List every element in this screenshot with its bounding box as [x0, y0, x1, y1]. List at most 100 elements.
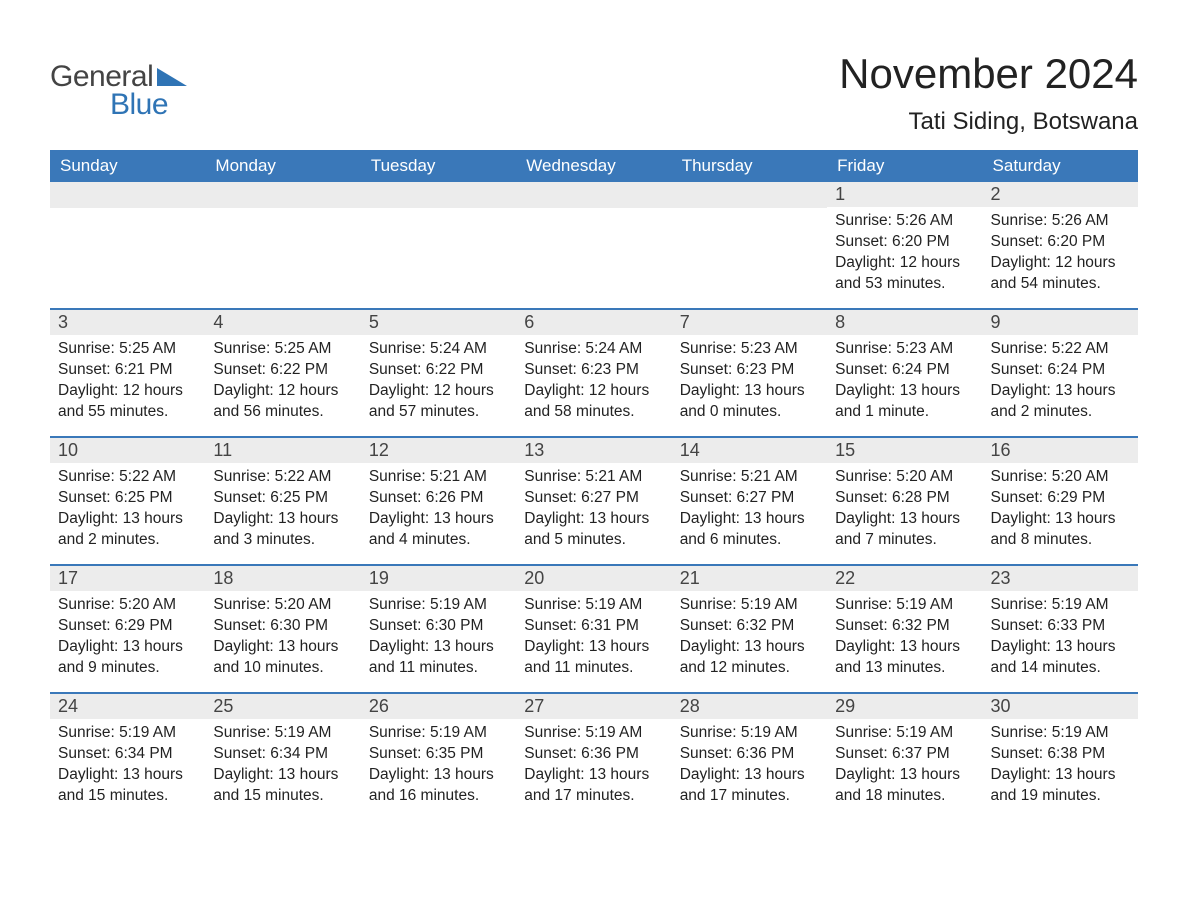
day-content: Sunrise: 5:20 AMSunset: 6:29 PMDaylight:…: [50, 591, 205, 687]
daylight-text: Daylight: 13 hours and 1 minute.: [835, 381, 974, 423]
sunset-text: Sunset: 6:35 PM: [369, 744, 508, 765]
sunrise-text: Sunrise: 5:19 AM: [835, 723, 974, 744]
header-row: General Blue November 2024 Tati Siding, …: [50, 50, 1138, 136]
daylight-text: Daylight: 13 hours and 19 minutes.: [991, 765, 1130, 807]
day-number: 28: [672, 694, 827, 719]
calendar-day: 28Sunrise: 5:19 AMSunset: 6:36 PMDayligh…: [672, 694, 827, 820]
day-number: 23: [983, 566, 1138, 591]
day-number: 25: [205, 694, 360, 719]
sunset-text: Sunset: 6:34 PM: [58, 744, 197, 765]
day-number: 15: [827, 438, 982, 463]
sunset-text: Sunset: 6:36 PM: [680, 744, 819, 765]
daylight-text: Daylight: 13 hours and 15 minutes.: [58, 765, 197, 807]
sunrise-text: Sunrise: 5:23 AM: [680, 339, 819, 360]
calendar-day: 1Sunrise: 5:26 AMSunset: 6:20 PMDaylight…: [827, 182, 982, 308]
daylight-text: Daylight: 12 hours and 58 minutes.: [524, 381, 663, 423]
sunset-text: Sunset: 6:29 PM: [991, 488, 1130, 509]
sunrise-text: Sunrise: 5:19 AM: [524, 595, 663, 616]
daylight-text: Daylight: 12 hours and 57 minutes.: [369, 381, 508, 423]
sunrise-text: Sunrise: 5:25 AM: [213, 339, 352, 360]
calendar-day: 30Sunrise: 5:19 AMSunset: 6:38 PMDayligh…: [983, 694, 1138, 820]
calendar-day: 9Sunrise: 5:22 AMSunset: 6:24 PMDaylight…: [983, 310, 1138, 436]
calendar-header-row: Sunday Monday Tuesday Wednesday Thursday…: [50, 150, 1138, 182]
sunrise-text: Sunrise: 5:19 AM: [991, 595, 1130, 616]
sunrise-text: Sunrise: 5:19 AM: [213, 723, 352, 744]
day-number: 4: [205, 310, 360, 335]
title-block: November 2024 Tati Siding, Botswana: [839, 50, 1138, 136]
day-number: 22: [827, 566, 982, 591]
calendar-day: 21Sunrise: 5:19 AMSunset: 6:32 PMDayligh…: [672, 566, 827, 692]
day-number: 7: [672, 310, 827, 335]
daylight-text: Daylight: 13 hours and 15 minutes.: [213, 765, 352, 807]
calendar: Sunday Monday Tuesday Wednesday Thursday…: [50, 150, 1138, 820]
sunrise-text: Sunrise: 5:19 AM: [680, 723, 819, 744]
daylight-text: Daylight: 13 hours and 5 minutes.: [524, 509, 663, 551]
sunrise-text: Sunrise: 5:19 AM: [58, 723, 197, 744]
daylight-text: Daylight: 13 hours and 11 minutes.: [369, 637, 508, 679]
day-number: 12: [361, 438, 516, 463]
daylight-text: Daylight: 13 hours and 2 minutes.: [991, 381, 1130, 423]
logo: General Blue: [50, 50, 187, 122]
calendar-day: 10Sunrise: 5:22 AMSunset: 6:25 PMDayligh…: [50, 438, 205, 564]
day-header-sunday: Sunday: [50, 150, 205, 182]
sunset-text: Sunset: 6:24 PM: [991, 360, 1130, 381]
location-label: Tati Siding, Botswana: [839, 108, 1138, 136]
month-title: November 2024: [839, 50, 1138, 98]
daylight-text: Daylight: 13 hours and 12 minutes.: [680, 637, 819, 679]
calendar-day: 18Sunrise: 5:20 AMSunset: 6:30 PMDayligh…: [205, 566, 360, 692]
day-content: Sunrise: 5:19 AMSunset: 6:37 PMDaylight:…: [827, 719, 982, 815]
day-number: 18: [205, 566, 360, 591]
daylight-text: Daylight: 13 hours and 6 minutes.: [680, 509, 819, 551]
calendar-week: 1Sunrise: 5:26 AMSunset: 6:20 PMDaylight…: [50, 182, 1138, 308]
day-content: Sunrise: 5:20 AMSunset: 6:30 PMDaylight:…: [205, 591, 360, 687]
day-content: Sunrise: 5:20 AMSunset: 6:28 PMDaylight:…: [827, 463, 982, 559]
calendar-day: 26Sunrise: 5:19 AMSunset: 6:35 PMDayligh…: [361, 694, 516, 820]
calendar-body: 1Sunrise: 5:26 AMSunset: 6:20 PMDaylight…: [50, 182, 1138, 820]
calendar-day: 3Sunrise: 5:25 AMSunset: 6:21 PMDaylight…: [50, 310, 205, 436]
sunrise-text: Sunrise: 5:24 AM: [369, 339, 508, 360]
sunrise-text: Sunrise: 5:20 AM: [991, 467, 1130, 488]
calendar-day: [672, 182, 827, 308]
day-content: Sunrise: 5:19 AMSunset: 6:34 PMDaylight:…: [50, 719, 205, 815]
day-number: 1: [827, 182, 982, 207]
sunset-text: Sunset: 6:20 PM: [835, 232, 974, 253]
daylight-text: Daylight: 13 hours and 3 minutes.: [213, 509, 352, 551]
day-number: 8: [827, 310, 982, 335]
sunset-text: Sunset: 6:34 PM: [213, 744, 352, 765]
calendar-day: 19Sunrise: 5:19 AMSunset: 6:30 PMDayligh…: [361, 566, 516, 692]
sunrise-text: Sunrise: 5:19 AM: [835, 595, 974, 616]
calendar-day: 11Sunrise: 5:22 AMSunset: 6:25 PMDayligh…: [205, 438, 360, 564]
day-number: 24: [50, 694, 205, 719]
day-header-wednesday: Wednesday: [516, 150, 671, 182]
sunrise-text: Sunrise: 5:23 AM: [835, 339, 974, 360]
sunrise-text: Sunrise: 5:20 AM: [213, 595, 352, 616]
day-number: [205, 182, 360, 208]
day-content: Sunrise: 5:19 AMSunset: 6:33 PMDaylight:…: [983, 591, 1138, 687]
day-content: Sunrise: 5:25 AMSunset: 6:22 PMDaylight:…: [205, 335, 360, 431]
calendar-week: 17Sunrise: 5:20 AMSunset: 6:29 PMDayligh…: [50, 564, 1138, 692]
sunrise-text: Sunrise: 5:19 AM: [524, 723, 663, 744]
sunset-text: Sunset: 6:22 PM: [213, 360, 352, 381]
day-number: 14: [672, 438, 827, 463]
day-number: 3: [50, 310, 205, 335]
day-content: Sunrise: 5:25 AMSunset: 6:21 PMDaylight:…: [50, 335, 205, 431]
calendar-day: 24Sunrise: 5:19 AMSunset: 6:34 PMDayligh…: [50, 694, 205, 820]
day-content: Sunrise: 5:19 AMSunset: 6:38 PMDaylight:…: [983, 719, 1138, 815]
calendar-day: 16Sunrise: 5:20 AMSunset: 6:29 PMDayligh…: [983, 438, 1138, 564]
sunset-text: Sunset: 6:29 PM: [58, 616, 197, 637]
day-header-monday: Monday: [205, 150, 360, 182]
sunset-text: Sunset: 6:24 PM: [835, 360, 974, 381]
day-content: Sunrise: 5:19 AMSunset: 6:35 PMDaylight:…: [361, 719, 516, 815]
daylight-text: Daylight: 12 hours and 55 minutes.: [58, 381, 197, 423]
day-content: Sunrise: 5:19 AMSunset: 6:34 PMDaylight:…: [205, 719, 360, 815]
sunset-text: Sunset: 6:25 PM: [213, 488, 352, 509]
day-content: Sunrise: 5:22 AMSunset: 6:25 PMDaylight:…: [205, 463, 360, 559]
daylight-text: Daylight: 13 hours and 10 minutes.: [213, 637, 352, 679]
daylight-text: Daylight: 13 hours and 18 minutes.: [835, 765, 974, 807]
sunset-text: Sunset: 6:30 PM: [369, 616, 508, 637]
day-content: Sunrise: 5:22 AMSunset: 6:24 PMDaylight:…: [983, 335, 1138, 431]
day-content: Sunrise: 5:26 AMSunset: 6:20 PMDaylight:…: [983, 207, 1138, 303]
logo-triangle-icon: [157, 64, 187, 91]
calendar-day: 23Sunrise: 5:19 AMSunset: 6:33 PMDayligh…: [983, 566, 1138, 692]
day-number: 9: [983, 310, 1138, 335]
